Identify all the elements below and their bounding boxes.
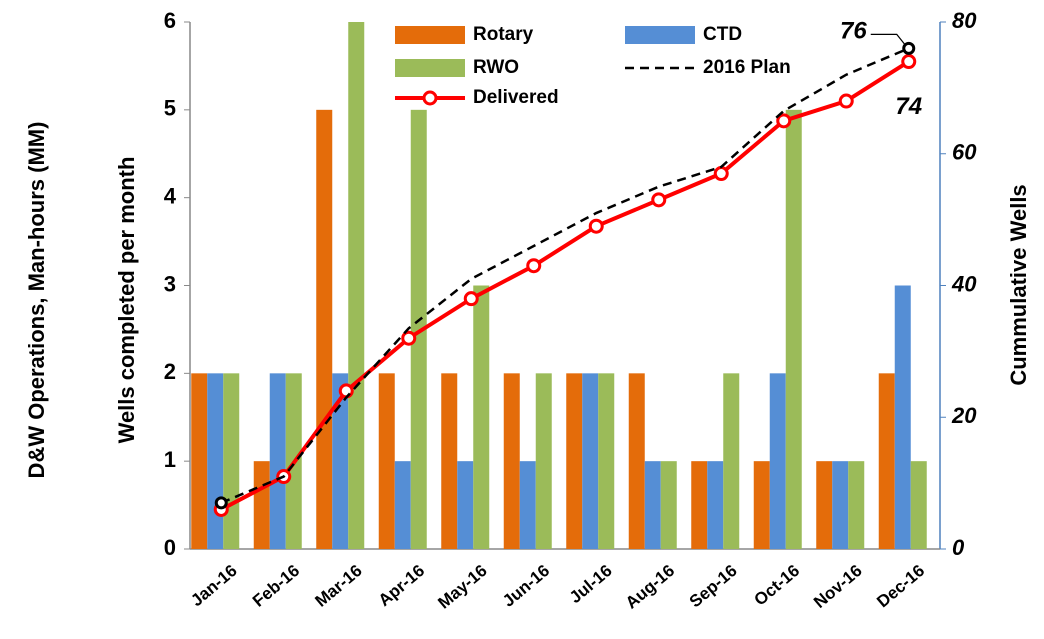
y-tick-label: 5	[164, 96, 176, 121]
legend-label: Rotary	[473, 24, 534, 45]
bar	[628, 373, 645, 549]
bar	[519, 461, 536, 549]
data-label: 74	[895, 93, 922, 120]
marker	[214, 496, 228, 510]
y2-tick-label: 0	[952, 535, 965, 560]
x-tick-label: Oct-16	[750, 561, 803, 610]
marker	[901, 54, 917, 70]
marker	[463, 291, 479, 307]
marker	[902, 41, 916, 55]
bar	[723, 373, 740, 549]
bar	[332, 373, 349, 549]
y-axis-label: Wells completed per month	[114, 157, 139, 444]
bar	[473, 285, 490, 549]
marker	[713, 166, 729, 182]
leader-line	[870, 33, 906, 45]
legend-swatch	[395, 26, 465, 44]
y2-tick-label: 80	[952, 8, 977, 33]
legend-label: RWO	[473, 57, 519, 78]
x-tick-label: Jun-16	[499, 561, 553, 611]
x-tick-label: Aug-16	[622, 561, 678, 613]
legend-marker	[422, 90, 438, 106]
bar	[441, 373, 458, 549]
marker	[401, 330, 417, 346]
bar	[207, 373, 224, 549]
bar	[598, 373, 615, 549]
bar	[457, 461, 474, 549]
y2-tick-label: 20	[951, 403, 977, 428]
y-tick-label: 0	[164, 535, 176, 560]
y-tick-label: 3	[164, 271, 176, 296]
y2-axis-label: Cummulative Wells	[1006, 184, 1031, 385]
y-tick-label: 2	[164, 359, 176, 384]
bar	[378, 373, 395, 549]
bar	[253, 461, 270, 549]
bar	[691, 461, 708, 549]
bar	[223, 373, 240, 549]
marker	[526, 258, 542, 274]
x-tick-label: Feb-16	[249, 561, 303, 611]
line	[220, 59, 910, 512]
data-label: 76	[840, 18, 867, 45]
x-tick-label: Jan-16	[187, 561, 240, 610]
marker	[838, 93, 854, 109]
bar	[707, 461, 724, 549]
bar	[894, 285, 911, 549]
bar	[582, 373, 599, 549]
marker	[338, 383, 354, 399]
y2-tick-label: 60	[952, 140, 977, 165]
marker	[776, 113, 792, 129]
bar	[769, 373, 786, 549]
bar	[848, 461, 865, 549]
line	[220, 47, 910, 505]
bar	[644, 461, 661, 549]
bar	[832, 461, 849, 549]
bar	[348, 22, 365, 549]
y-tick-label: 1	[164, 447, 176, 472]
x-tick-label: Nov-16	[810, 561, 866, 612]
legend-swatch	[625, 26, 695, 44]
x-tick-label: May-16	[434, 561, 490, 613]
bar	[878, 373, 895, 549]
bar	[316, 109, 333, 549]
y2-tick-label: 40	[951, 271, 977, 296]
bar	[910, 461, 927, 549]
x-tick-label: Mar-16	[312, 561, 366, 611]
bar	[785, 109, 802, 549]
x-tick-label: Dec-16	[873, 561, 928, 611]
outer-axis-label: D&W Operations, Man-hours (MM)	[24, 122, 49, 479]
bar	[566, 373, 583, 549]
legend-label: CTD	[703, 24, 742, 45]
marker	[651, 192, 667, 208]
bar	[269, 373, 286, 549]
x-tick-label: Jul-16	[566, 561, 616, 607]
x-tick-label: Apr-16	[375, 561, 428, 610]
bar	[191, 373, 208, 549]
bar	[410, 109, 427, 549]
bar	[535, 373, 552, 549]
bar	[394, 461, 411, 549]
bar	[503, 373, 520, 549]
legend-label: Delivered	[473, 87, 559, 108]
bar	[753, 461, 770, 549]
legend-swatch	[395, 59, 465, 77]
marker	[588, 218, 604, 234]
x-tick-label: Sep-16	[686, 561, 741, 611]
legend-label: 2016 Plan	[703, 57, 791, 78]
y-tick-label: 4	[164, 183, 177, 208]
bar	[816, 461, 833, 549]
y-tick-label: 6	[164, 8, 176, 33]
bar	[660, 461, 677, 549]
